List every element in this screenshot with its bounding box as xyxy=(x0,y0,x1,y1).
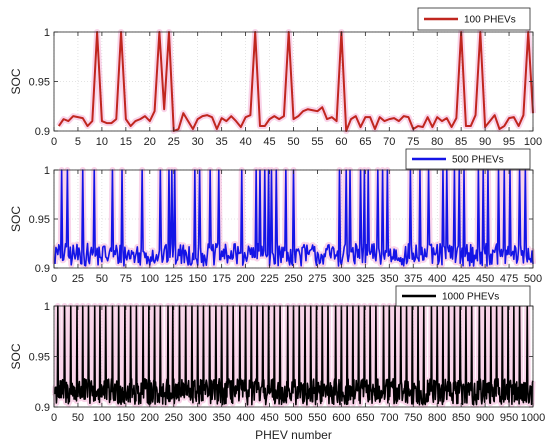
x-axis-label: PHEV number xyxy=(255,428,332,442)
x-tick-label: 500 xyxy=(524,273,542,285)
y-tick-label: 0.9 xyxy=(35,402,50,414)
x-tick-label: 750 xyxy=(404,412,422,424)
x-tick-label: 950 xyxy=(500,412,518,424)
x-tick-label: 300 xyxy=(332,273,350,285)
x-tick-label: 0 xyxy=(51,273,57,285)
x-tick-label: 100 xyxy=(93,412,111,424)
y-axis-label: SOC xyxy=(9,206,23,232)
y-tick-label: 0.95 xyxy=(29,214,50,226)
chart-panel-500: 0 25 50 75 100 125 150 175 200 225 250 275 300 325 350… xyxy=(9,148,542,285)
x-tick-label: 40 xyxy=(239,136,251,148)
x-tick-label: 85 xyxy=(455,136,467,148)
x-tick-label: 50 xyxy=(96,273,108,285)
x-tick-label: 550 xyxy=(308,412,326,424)
x-tick-label: 10 xyxy=(96,136,108,148)
legend: 500 PHEVs xyxy=(405,148,531,170)
chart-panel-1000: 0 50 100 150 200 250 300 350 400 450 500 550 600 650 7… xyxy=(9,285,545,442)
x-tick-label: 75 xyxy=(120,273,132,285)
y-axis-label: SOC xyxy=(9,68,23,94)
x-tick-label: 800 xyxy=(428,412,446,424)
x-tick-label: 60 xyxy=(335,136,347,148)
y-tick-label: 1 xyxy=(44,301,50,313)
x-tick-label: 45 xyxy=(263,136,275,148)
x-tick-label: 20 xyxy=(144,136,156,148)
x-tick-label: 900 xyxy=(476,412,494,424)
legend-label: 100 PHEVs xyxy=(464,15,516,26)
x-tick-label: 5 xyxy=(75,136,81,148)
x-tick-label: 475 xyxy=(500,273,518,285)
x-tick-label: 300 xyxy=(189,412,207,424)
x-tick-label: 150 xyxy=(189,273,207,285)
x-tick-label: 200 xyxy=(236,273,254,285)
x-tick-label: 700 xyxy=(380,412,398,424)
y-axis-label: SOC xyxy=(9,343,23,369)
y-tick-label: 1 xyxy=(44,165,50,177)
x-tick-label: 250 xyxy=(284,273,302,285)
legend: 100 PHEVs xyxy=(417,7,531,31)
y-tick-label: 0.9 xyxy=(35,126,50,138)
x-tick-label: 25 xyxy=(168,136,180,148)
x-tick-label: 0 xyxy=(51,136,57,148)
y-tick-label: 0.9 xyxy=(35,263,50,275)
x-tick-label: 375 xyxy=(404,273,422,285)
x-tick-label: 850 xyxy=(452,412,470,424)
x-tick-label: 15 xyxy=(120,136,132,148)
legend-label: 500 PHEVs xyxy=(452,155,504,166)
x-tick-label: 0 xyxy=(51,412,57,424)
x-tick-label: 600 xyxy=(332,412,350,424)
x-tick-label: 1000 xyxy=(521,412,545,424)
x-tick-label: 55 xyxy=(311,136,323,148)
legend-box xyxy=(395,285,531,307)
x-tick-label: 30 xyxy=(192,136,204,148)
legend-box xyxy=(405,148,531,170)
legend-box xyxy=(417,7,531,31)
x-tick-label: 80 xyxy=(431,136,443,148)
x-tick-label: 325 xyxy=(356,273,374,285)
legend-label: 1000 PHEVs xyxy=(442,292,499,303)
x-tick-label: 50 xyxy=(287,136,299,148)
x-tick-label: 275 xyxy=(308,273,326,285)
x-tick-label: 50 xyxy=(72,412,84,424)
x-tick-label: 350 xyxy=(380,273,398,285)
x-tick-label: 35 xyxy=(216,136,228,148)
legend: 1000 PHEVs xyxy=(395,285,531,307)
x-tick-label: 100 xyxy=(524,136,542,148)
x-tick-label: 350 xyxy=(212,412,230,424)
x-tick-label: 95 xyxy=(503,136,515,148)
x-tick-label: 200 xyxy=(141,412,159,424)
chart-panel-100: 0 5 10 15 20 25 30 35 40 45 50 55 60 65 70 75 80 85 90 95 10… xyxy=(9,7,542,148)
x-tick-label: 125 xyxy=(165,273,183,285)
x-tick-label: 450 xyxy=(260,412,278,424)
x-tick-label: 100 xyxy=(141,273,159,285)
x-tick-label: 70 xyxy=(383,136,395,148)
series-line xyxy=(54,169,534,267)
x-tick-label: 400 xyxy=(236,412,254,424)
x-tick-label: 450 xyxy=(476,273,494,285)
x-tick-label: 65 xyxy=(359,136,371,148)
series-line xyxy=(57,31,534,132)
x-tick-label: 500 xyxy=(284,412,302,424)
x-tick-label: 650 xyxy=(356,412,374,424)
x-tick-label: 175 xyxy=(212,273,230,285)
y-tick-label: 0.95 xyxy=(29,352,50,364)
x-tick-label: 75 xyxy=(407,136,419,148)
x-tick-label: 25 xyxy=(72,273,84,285)
series-line xyxy=(53,305,534,406)
x-tick-label: 425 xyxy=(452,273,470,285)
x-tick-label: 400 xyxy=(428,273,446,285)
x-tick-label: 225 xyxy=(260,273,278,285)
y-tick-label: 1 xyxy=(44,27,50,39)
y-tick-label: 0.95 xyxy=(29,77,50,89)
x-tick-label: 90 xyxy=(479,136,491,148)
x-tick-label: 250 xyxy=(165,412,183,424)
x-tick-label: 150 xyxy=(117,412,135,424)
